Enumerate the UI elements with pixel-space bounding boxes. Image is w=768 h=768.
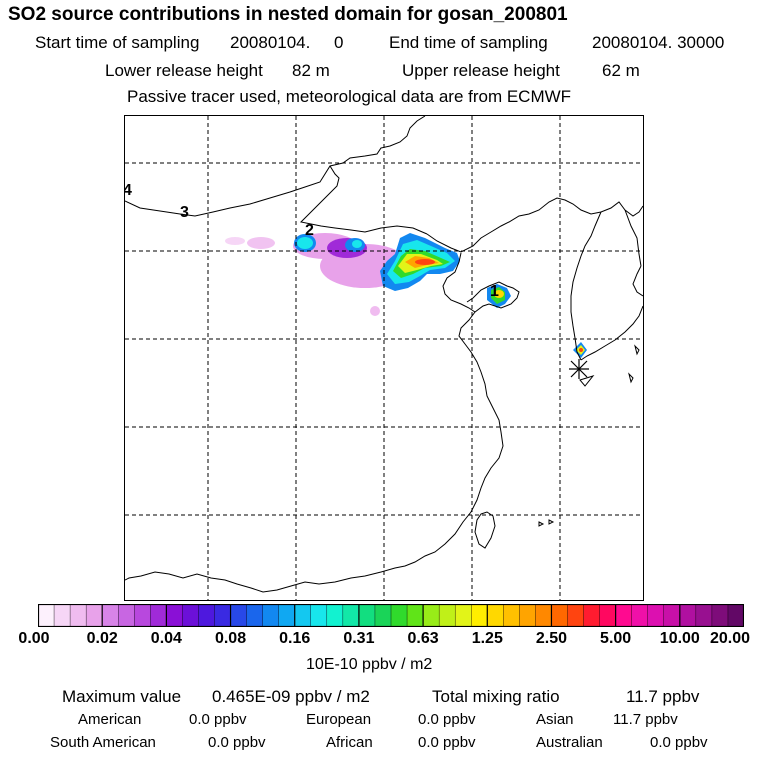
max-value: 0.465E-09 ppbv / m2 xyxy=(212,687,370,706)
colorbar-cell xyxy=(583,604,601,627)
colorbar-tick-label: 10.00 xyxy=(659,630,700,647)
upper-height-label: Upper release height xyxy=(402,61,560,80)
region-value-south-american: 0.0 ppbv xyxy=(208,734,266,751)
region-name-south-american: South American xyxy=(50,734,156,751)
colorbar-unit: 10E-10 ppbv / m2 xyxy=(306,656,433,673)
colorbar-cell xyxy=(438,604,456,627)
region-name-asian: Asian xyxy=(536,711,574,728)
lower-height-label: Lower release height xyxy=(105,61,263,80)
colorbar-cell xyxy=(342,604,360,627)
colorbar-cell xyxy=(214,604,232,627)
concentration-plume xyxy=(225,233,587,358)
colorbar-cell xyxy=(519,604,537,627)
colorbar-cell xyxy=(663,604,681,627)
source-label-1: 1 xyxy=(490,283,499,300)
region-value-asian: 11.7 ppbv xyxy=(613,711,678,728)
lower-height-value: 82 m xyxy=(292,61,330,80)
region-name-australian: Australian xyxy=(536,734,603,751)
colorbar-cell xyxy=(262,604,280,627)
total-mixing-label: Total mixing ratio xyxy=(432,687,560,706)
region-value-african: 0.0 ppbv xyxy=(418,734,476,751)
colorbar-tick-label: 2.50 xyxy=(535,630,568,647)
colorbar-cell xyxy=(503,604,521,627)
colorbar-cell xyxy=(422,604,440,627)
colorbar-tick-label: 5.00 xyxy=(600,630,632,647)
colorbar-cell xyxy=(230,604,248,627)
colorbar-cell xyxy=(695,604,713,627)
colorbar-cell xyxy=(246,604,264,627)
colorbar-cell xyxy=(631,604,649,627)
end-time-value: 20080104. 30000 xyxy=(592,33,725,52)
page-title: SO2 source contributions in nested domai… xyxy=(8,4,568,25)
colorbar-cell xyxy=(567,604,585,627)
colorbar-tick-label: 0.04 xyxy=(150,630,182,647)
source-label-2: 2 xyxy=(305,222,314,239)
region-value-european: 0.0 ppbv xyxy=(418,711,476,728)
colorbar-cell xyxy=(390,604,408,627)
colorbar-cell xyxy=(647,604,665,627)
colorbar-cell xyxy=(69,604,87,627)
colorbar-cell xyxy=(358,604,376,627)
colorbar-tick-label: 0.00 xyxy=(18,630,50,647)
region-name-american: American xyxy=(78,711,142,728)
colorbar-tick-label: 20.00 xyxy=(709,630,751,647)
region-value-american: 0.0 ppbv xyxy=(189,711,247,728)
colorbar-cell xyxy=(599,604,617,627)
max-value-label: Maximum value xyxy=(62,687,182,706)
source-label-4: 4 xyxy=(124,182,132,199)
colorbar-cell xyxy=(53,604,71,627)
colorbar-cell xyxy=(711,604,729,627)
colorbar-cell xyxy=(727,604,744,627)
colorbar-cell xyxy=(278,604,296,627)
upper-height-value: 62 m xyxy=(602,61,640,80)
colorbar-cell xyxy=(454,604,473,627)
asterisk-receptor-icon xyxy=(569,359,589,379)
colorbar-cell xyxy=(150,604,168,627)
start-time-label: Start time of sampling xyxy=(35,33,200,52)
colorbar-cell xyxy=(374,604,392,627)
region-name-african: African xyxy=(326,734,373,751)
colorbar-cell xyxy=(134,604,152,627)
colorbar-cell xyxy=(406,604,424,627)
source-label-3: 3 xyxy=(180,204,189,221)
total-mixing-value: 11.7 ppbv xyxy=(626,687,700,706)
colorbar-cell xyxy=(535,604,553,627)
colorbar-cell xyxy=(471,604,489,627)
colorbar-cell xyxy=(551,604,569,627)
coastlines xyxy=(125,116,643,593)
colorbar-cell xyxy=(679,604,697,627)
region-name-european: European xyxy=(306,711,372,728)
colorbar-tick-label: 0.63 xyxy=(407,630,439,647)
colorbar-tick-label: 1.25 xyxy=(471,630,503,647)
colorbar-cell xyxy=(615,604,633,627)
start-time-value: 20080104. 0 xyxy=(230,33,344,52)
colorbar-cell xyxy=(118,604,136,627)
colorbar-tick-label: 0.08 xyxy=(214,630,247,647)
gridlines xyxy=(125,116,643,600)
colorbar-cell xyxy=(166,604,184,627)
colorbar-cell xyxy=(38,604,55,627)
colorbar-tick-label: 0.16 xyxy=(279,630,311,647)
colorbar-cell xyxy=(198,604,216,627)
colorbar-cell xyxy=(487,604,505,627)
colorbar-cell xyxy=(326,604,344,627)
colorbar-cell xyxy=(294,604,312,627)
end-time-label: End time of sampling xyxy=(389,33,548,52)
colorbar-tick-label: 0.31 xyxy=(343,630,375,647)
tracer-note: Passive tracer used, meteorological data… xyxy=(127,87,572,106)
colorbar-tick-label: 0.02 xyxy=(86,630,118,647)
colorbar-cell xyxy=(85,604,103,627)
region-value-australian: 0.0 ppbv xyxy=(650,734,708,751)
colorbar-cell xyxy=(101,604,120,627)
colorbar-cell xyxy=(310,604,328,627)
colorbar-cell xyxy=(182,604,200,627)
map-panel: 4 3 2 1 xyxy=(124,115,644,601)
colorbar xyxy=(38,604,744,627)
